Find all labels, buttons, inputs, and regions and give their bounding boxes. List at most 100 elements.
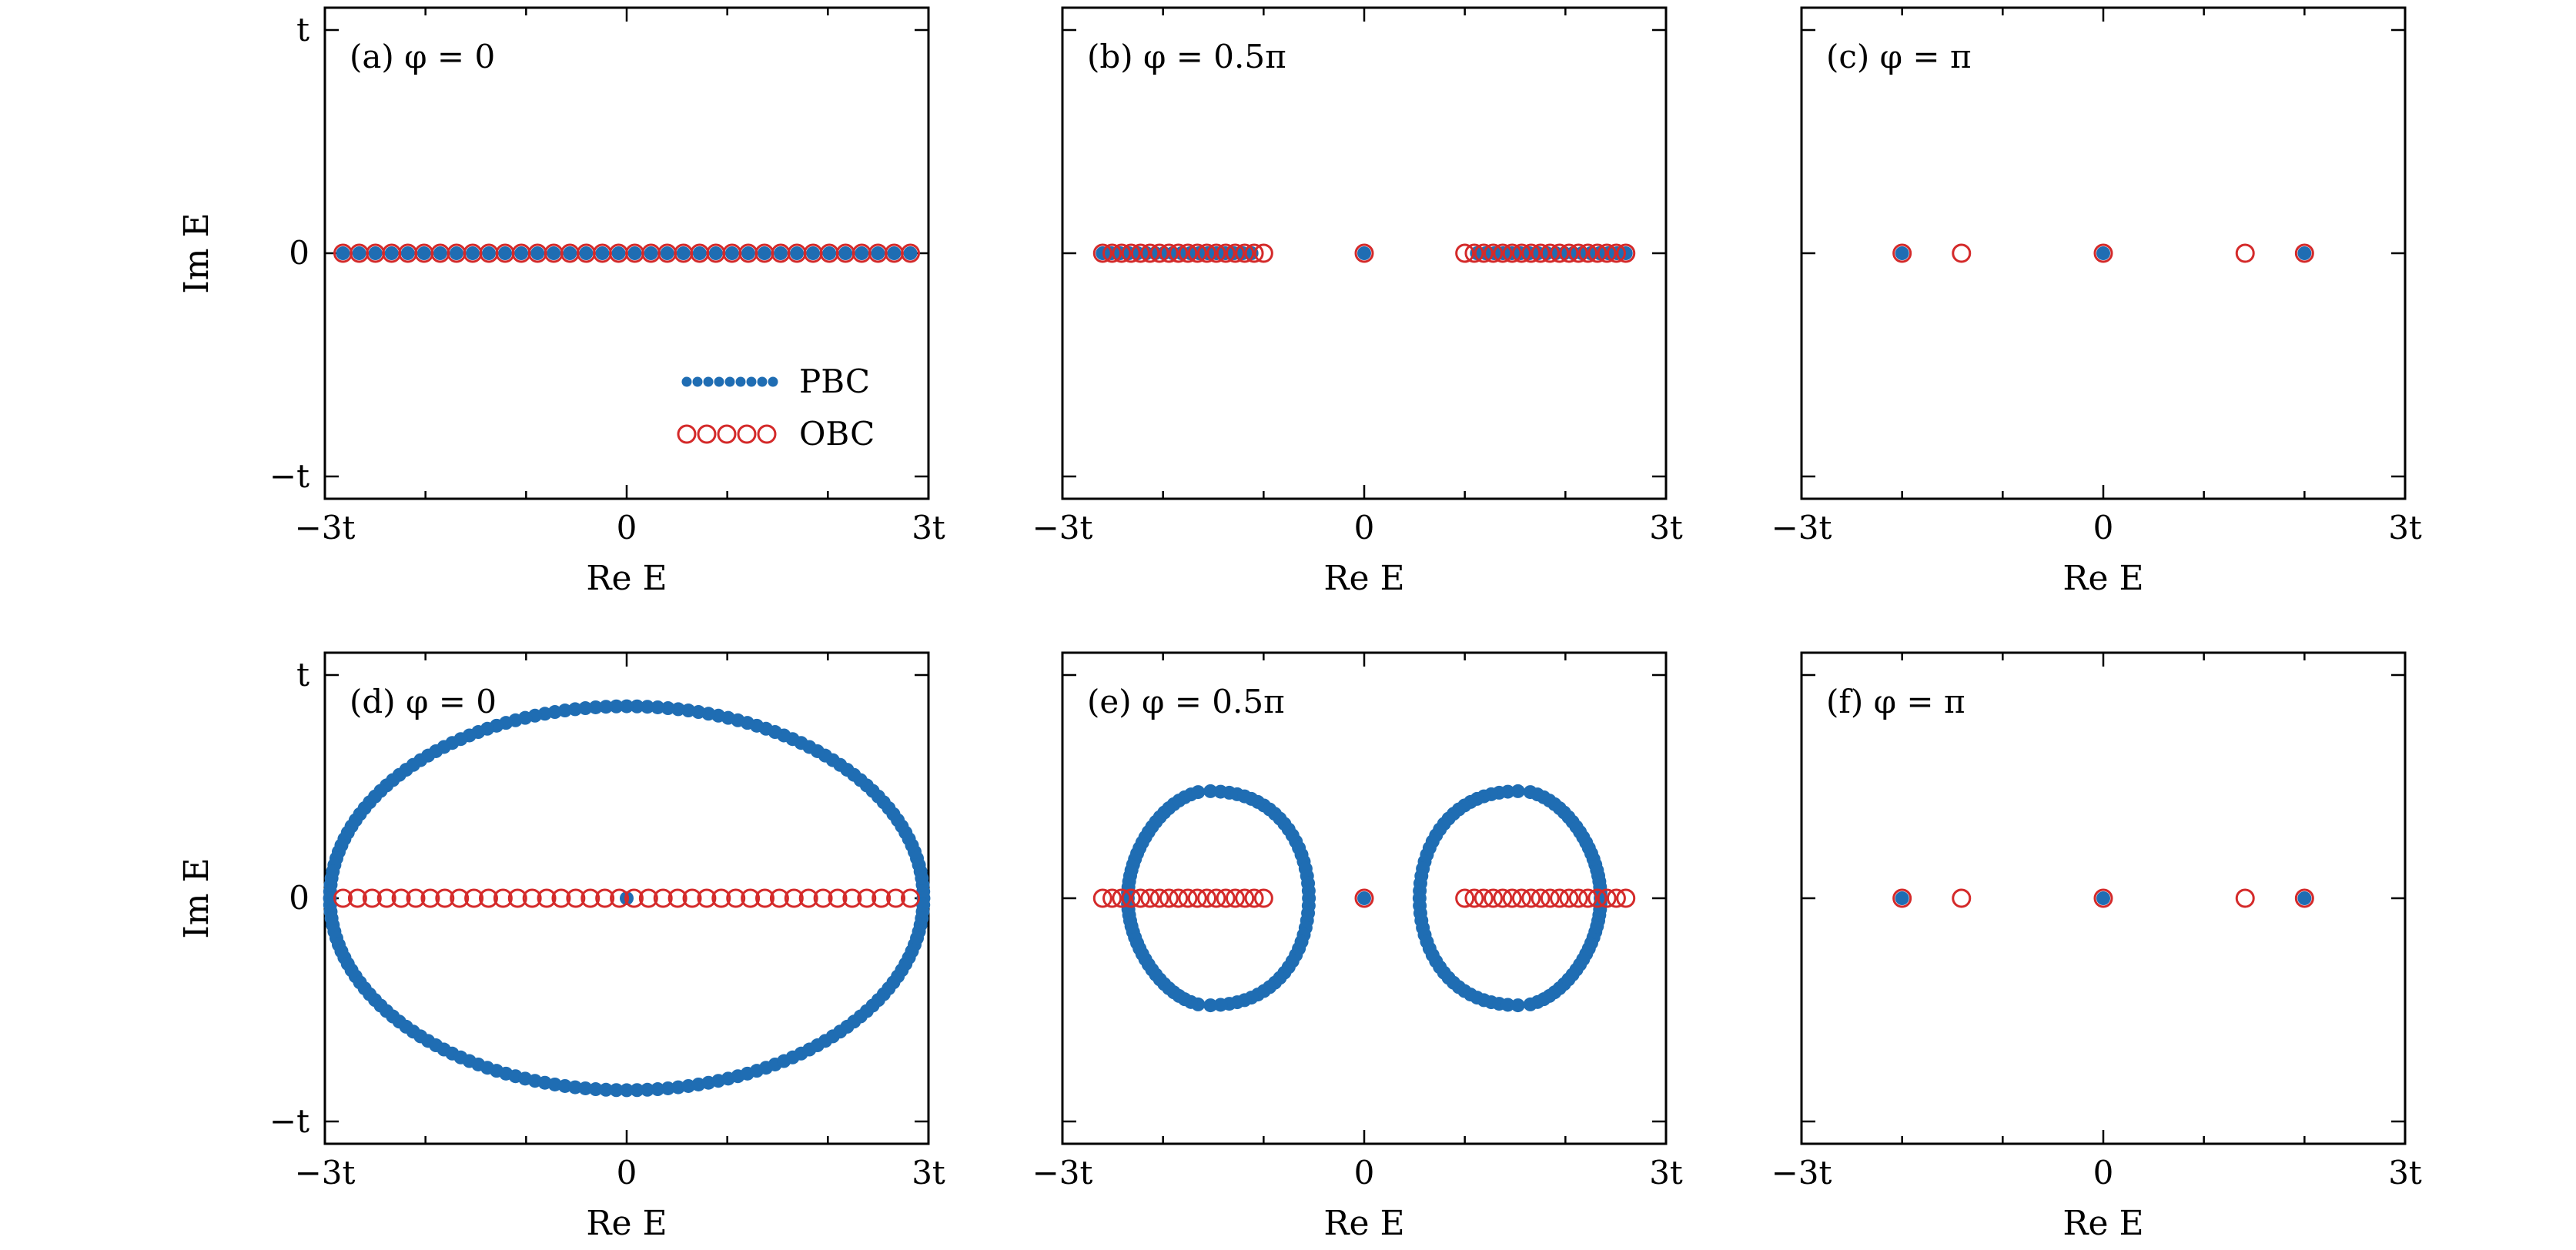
obc-point <box>1225 243 1245 263</box>
obc-point <box>842 888 862 908</box>
obc-point <box>1493 243 1513 263</box>
x-tick-label: 0 <box>2093 509 2114 546</box>
obc-point <box>711 888 731 908</box>
obc-point <box>2093 888 2113 908</box>
panel-title: (e) φ = 0.5π <box>1087 683 1285 720</box>
obc-point <box>1606 243 1626 263</box>
obc-point <box>813 888 833 908</box>
obc-point <box>333 888 353 908</box>
obc-point <box>522 888 542 908</box>
legend-pbc-marker <box>714 376 724 387</box>
pbc-point <box>620 699 634 714</box>
obc-point <box>741 888 761 908</box>
obc-point <box>682 888 702 908</box>
pbc-point <box>1191 785 1206 800</box>
pbc-point <box>352 246 366 260</box>
obc-point <box>1092 888 1112 908</box>
pbc-point <box>1203 784 1218 798</box>
pbc-point <box>671 702 685 717</box>
obc-point <box>1121 243 1141 263</box>
x-tick-label: −3t <box>295 509 356 546</box>
legend-obc-marker <box>697 424 717 444</box>
pbc-point <box>774 246 788 260</box>
obc-point <box>1952 888 1972 908</box>
obc-point <box>1484 243 1504 263</box>
pbc-point <box>2297 246 2312 260</box>
pbc-point <box>708 246 723 260</box>
pbc-point <box>671 1080 685 1095</box>
obc-point <box>1216 888 1236 908</box>
legend-pbc-marker <box>681 376 692 387</box>
obc-point <box>1502 243 1522 263</box>
obc-point <box>1568 243 1588 263</box>
obc-point <box>1474 243 1494 263</box>
pbc-point <box>568 702 583 717</box>
obc-point <box>1178 243 1198 263</box>
legend-pbc-marker <box>703 376 714 387</box>
pbc-point <box>599 700 614 714</box>
obc-point <box>886 888 906 908</box>
pbc-point <box>627 246 642 260</box>
pbc-point <box>855 246 869 260</box>
legend-obc-marker <box>677 424 697 444</box>
pbc-point <box>2096 246 2110 260</box>
obc-point <box>1149 243 1169 263</box>
pbc-point <box>599 1082 614 1097</box>
pbc-point <box>609 699 624 714</box>
obc-point <box>1587 243 1607 263</box>
obc-point <box>507 888 527 908</box>
y-tick-label: t <box>296 11 309 48</box>
pbc-point <box>449 246 463 260</box>
obc-point <box>726 888 746 908</box>
obc-point <box>1578 888 1598 908</box>
pbc-point <box>336 246 350 260</box>
obc-point <box>1597 243 1617 263</box>
pbc-point <box>1895 246 1909 260</box>
obc-point <box>1159 888 1179 908</box>
pbc-point <box>578 1081 593 1095</box>
obc-point <box>1112 888 1132 908</box>
x-axis-label: Re E <box>2062 559 2143 598</box>
x-axis-label: Re E <box>2062 1204 2143 1243</box>
obc-point <box>784 888 804 908</box>
obc-point <box>1616 243 1636 263</box>
x-axis-label: Re E <box>586 1204 667 1243</box>
pbc-point <box>588 1082 603 1097</box>
obc-point <box>1169 243 1189 263</box>
x-axis-label: Re E <box>1323 1204 1404 1243</box>
x-tick-label: 3t <box>1649 509 1683 546</box>
pbc-point <box>400 246 415 260</box>
y-axis-label: Im E <box>177 212 216 293</box>
obc-point <box>2294 243 2314 263</box>
panel-title: (d) φ = 0 <box>350 683 497 720</box>
obc-point <box>1597 888 1617 908</box>
pbc-point <box>660 246 674 260</box>
pbc-point <box>651 700 665 714</box>
obc-point <box>857 888 877 908</box>
pbc-point <box>644 246 658 260</box>
obc-point <box>347 888 367 908</box>
obc-point <box>2294 888 2314 908</box>
obc-point <box>376 888 396 908</box>
pbc-point <box>887 246 902 260</box>
y-tick-label: −t <box>269 1102 309 1140</box>
pbc-point <box>620 891 634 905</box>
x-tick-label: 3t <box>1649 1154 1683 1192</box>
obc-point <box>1235 243 1255 263</box>
obc-point <box>1540 243 1560 263</box>
obc-point <box>1511 243 1531 263</box>
x-tick-label: −3t <box>295 1154 356 1192</box>
legend-pbc-marker <box>757 376 768 387</box>
obc-point <box>1244 888 1264 908</box>
obc-point <box>697 888 717 908</box>
obc-point <box>2235 243 2255 263</box>
pbc-point <box>530 246 545 260</box>
obc-point <box>1112 243 1132 263</box>
obc-point <box>667 888 687 908</box>
pbc-point <box>640 1082 654 1097</box>
obc-point <box>1455 888 1475 908</box>
obc-point <box>580 888 601 908</box>
pbc-point <box>1523 785 1537 800</box>
pbc-point <box>384 246 399 260</box>
obc-point <box>406 888 426 908</box>
